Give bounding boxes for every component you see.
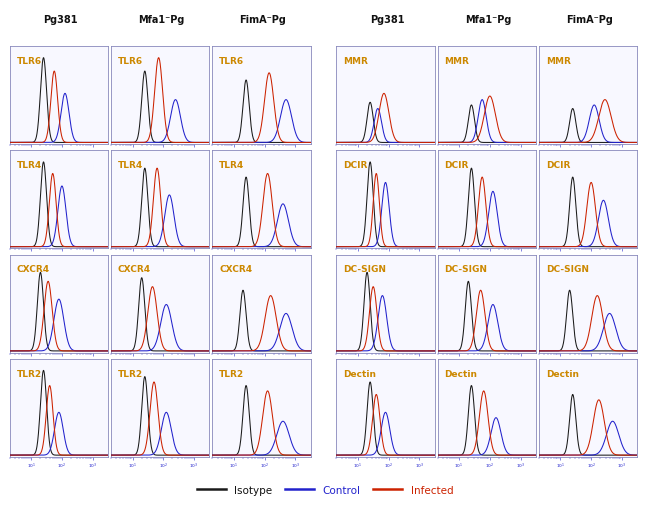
Text: Pg381: Pg381 — [43, 15, 77, 25]
Text: CXCR4: CXCR4 — [17, 265, 50, 274]
Text: DC-SIGN: DC-SIGN — [546, 265, 589, 274]
Text: MMR: MMR — [445, 57, 469, 66]
Text: TLR4: TLR4 — [118, 161, 143, 170]
Text: Dectin: Dectin — [343, 369, 376, 378]
Text: Mfa1⁻Pg: Mfa1⁻Pg — [138, 15, 185, 25]
Text: DCIR: DCIR — [343, 161, 368, 170]
Legend: Isotype, Control, Infected: Isotype, Control, Infected — [192, 480, 458, 499]
Text: TLR4: TLR4 — [17, 161, 42, 170]
Text: TLR6: TLR6 — [17, 57, 42, 66]
Text: Mfa1⁻Pg: Mfa1⁻Pg — [465, 15, 512, 25]
Text: DCIR: DCIR — [445, 161, 469, 170]
Text: MMR: MMR — [343, 57, 368, 66]
Text: Dectin: Dectin — [445, 369, 478, 378]
Text: MMR: MMR — [546, 57, 571, 66]
Text: Pg381: Pg381 — [370, 15, 404, 25]
Text: DC-SIGN: DC-SIGN — [343, 265, 386, 274]
Text: Dectin: Dectin — [546, 369, 579, 378]
Text: CXCR4: CXCR4 — [118, 265, 151, 274]
Text: CXCR4: CXCR4 — [219, 265, 252, 274]
Text: FimA⁻Pg: FimA⁻Pg — [566, 15, 613, 25]
Text: TLR6: TLR6 — [118, 57, 143, 66]
Text: TLR4: TLR4 — [219, 161, 244, 170]
Text: TLR2: TLR2 — [118, 369, 143, 378]
Text: DC-SIGN: DC-SIGN — [445, 265, 488, 274]
Text: TLR2: TLR2 — [219, 369, 244, 378]
Text: TLR2: TLR2 — [17, 369, 42, 378]
Text: DCIR: DCIR — [546, 161, 570, 170]
Text: FimA⁻Pg: FimA⁻Pg — [240, 15, 287, 25]
Text: TLR6: TLR6 — [219, 57, 244, 66]
